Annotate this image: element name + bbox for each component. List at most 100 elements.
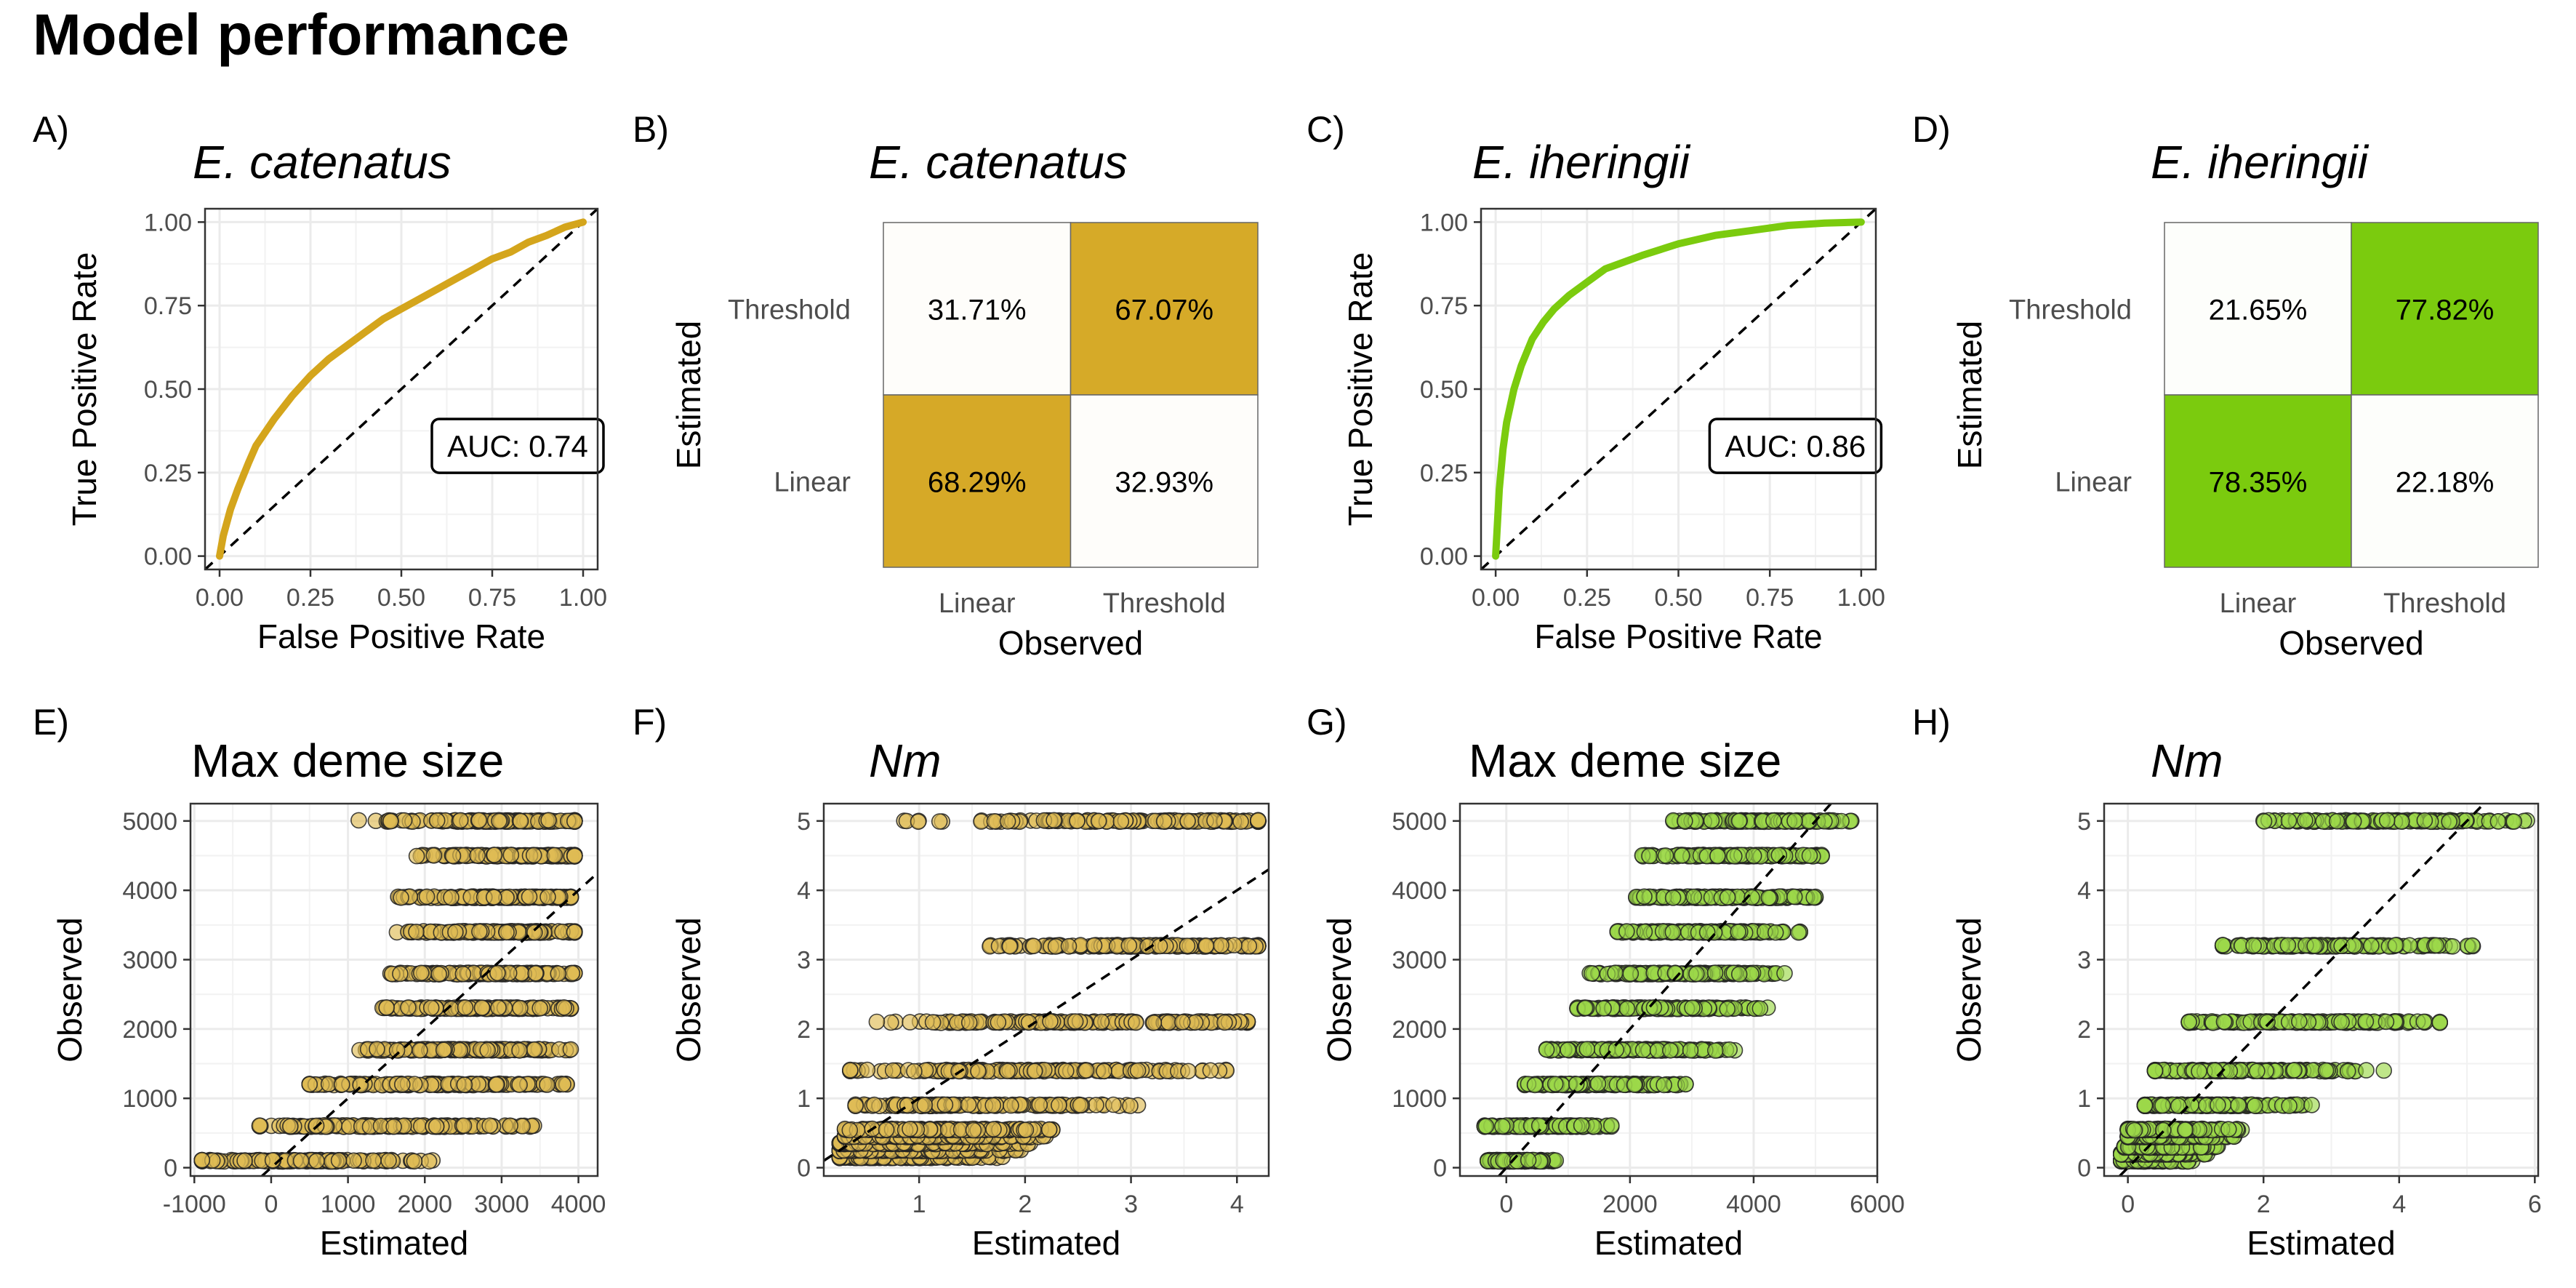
scatter-point [1622, 965, 1640, 983]
scatter-point [1069, 812, 1086, 830]
scatter-point [1767, 924, 1784, 941]
scatter-point [1520, 1151, 1537, 1169]
scatter-point [457, 999, 474, 1016]
scatter-point [1677, 1076, 1694, 1093]
y-tick-label: 0.00 [1420, 543, 1468, 571]
scatter-point [1174, 1014, 1191, 1031]
y-tick-label: 1 [797, 1085, 811, 1113]
scatter-point [447, 924, 464, 940]
scatter-point [540, 812, 557, 829]
scatter-point [965, 1121, 982, 1139]
diagonal-reference-line [205, 209, 598, 569]
scatter-point [1096, 1063, 1112, 1080]
scatter-point [1067, 1013, 1084, 1030]
scatter-point [334, 1076, 350, 1093]
scatter-point [1730, 924, 1746, 940]
scatter-point [1001, 938, 1019, 955]
y-tick-label: 2000 [122, 1016, 177, 1044]
scatter-point [1636, 923, 1653, 940]
x-tick-label: Linear [939, 588, 1016, 619]
x-tick-label: 1000 [321, 1191, 376, 1218]
panel-label: C) [1307, 109, 1345, 150]
y-tick-label: 0.75 [1420, 292, 1468, 320]
scatter-point [1656, 1076, 1672, 1094]
x-tick-label: 1.00 [559, 584, 607, 612]
scatter-point [1025, 937, 1042, 955]
scatter-point [511, 1042, 528, 1059]
scatter-point [1240, 937, 1258, 955]
y-tick-label: 0 [164, 1155, 177, 1183]
x-axis-label: False Positive Rate [257, 617, 545, 655]
scatter-point [1607, 964, 1624, 981]
scatter-point [470, 812, 488, 829]
x-tick-label: 0.50 [1654, 584, 1702, 612]
scatter-point [566, 813, 583, 830]
panel-label: A) [33, 109, 69, 150]
scatter-point [1526, 1076, 1544, 1094]
scatter-point [452, 812, 469, 829]
scatter-point [859, 1061, 876, 1079]
scatter-point [1560, 1041, 1576, 1058]
x-tick-label: 3 [1124, 1191, 1138, 1218]
cell-label: 77.82% [2396, 295, 2495, 327]
scatter-point [1232, 813, 1249, 831]
scatter-point [1093, 1013, 1110, 1031]
scatter-point [1040, 1121, 1058, 1138]
y-tick-label: 0.50 [144, 376, 192, 404]
scatter-point [1213, 937, 1229, 954]
scatter-point [1706, 964, 1724, 981]
scatter-point [408, 924, 425, 940]
scatter-point [1250, 812, 1267, 829]
scatter-point [1058, 1063, 1075, 1079]
auc-annotation: AUC: 0.86 [1725, 429, 1866, 463]
panel-title: Max deme size [1469, 735, 1781, 787]
scatter-point [563, 964, 581, 982]
scatter-point [1595, 1000, 1612, 1017]
identity-reference-line [261, 871, 598, 1176]
heatmap-cell [883, 222, 1072, 396]
x-axis-label: Estimated [320, 1224, 469, 1262]
x-tick-label: Threshold [2383, 588, 2506, 619]
y-tick-label: Threshold [728, 295, 851, 326]
panel-title: Max deme size [191, 735, 504, 787]
scatter-point [1684, 999, 1701, 1016]
scatter-point [531, 1000, 549, 1017]
y-tick-label: 2 [797, 1016, 811, 1044]
scatter-point [282, 1118, 299, 1135]
x-tick-label: 2 [1018, 1191, 1032, 1218]
scatter-point [539, 1076, 555, 1093]
scatter-point [1578, 1041, 1596, 1057]
heatmap-cell [2164, 222, 2352, 396]
scatter-point [866, 1096, 883, 1113]
scatter-point [1688, 965, 1705, 983]
x-tick-label: 0.75 [1746, 584, 1794, 612]
scatter-point [1662, 1042, 1679, 1059]
scatter-point [1752, 1000, 1769, 1017]
scatter-point [408, 847, 425, 865]
auc-annotation-box [430, 417, 605, 474]
scatter-point [406, 1153, 423, 1170]
scatter-point [883, 1014, 899, 1031]
heatmap-cell [2351, 394, 2539, 568]
panel-e: E)Max deme size-1000 0 1000 2000 3000 4000010… [33, 702, 606, 1262]
scatter-point [546, 847, 563, 864]
y-axis-label: Observed [51, 917, 89, 1062]
scatter-point [1129, 1062, 1147, 1079]
scatter-point [455, 1117, 473, 1135]
heatmap-cell [1070, 222, 1259, 396]
scatter-point [1589, 1075, 1607, 1092]
scatter-point [345, 1152, 362, 1169]
scatter-point [485, 889, 502, 905]
x-tick-label: 0.75 [468, 584, 516, 612]
scatter-point [412, 1041, 428, 1059]
scatter-point [1145, 1015, 1163, 1031]
cell-label: 67.07% [1115, 295, 1213, 327]
scatter-point [502, 847, 520, 863]
panel-label: D) [1912, 109, 1951, 150]
y-tick-label: 1000 [122, 1085, 177, 1113]
scatter-point [481, 1117, 498, 1134]
